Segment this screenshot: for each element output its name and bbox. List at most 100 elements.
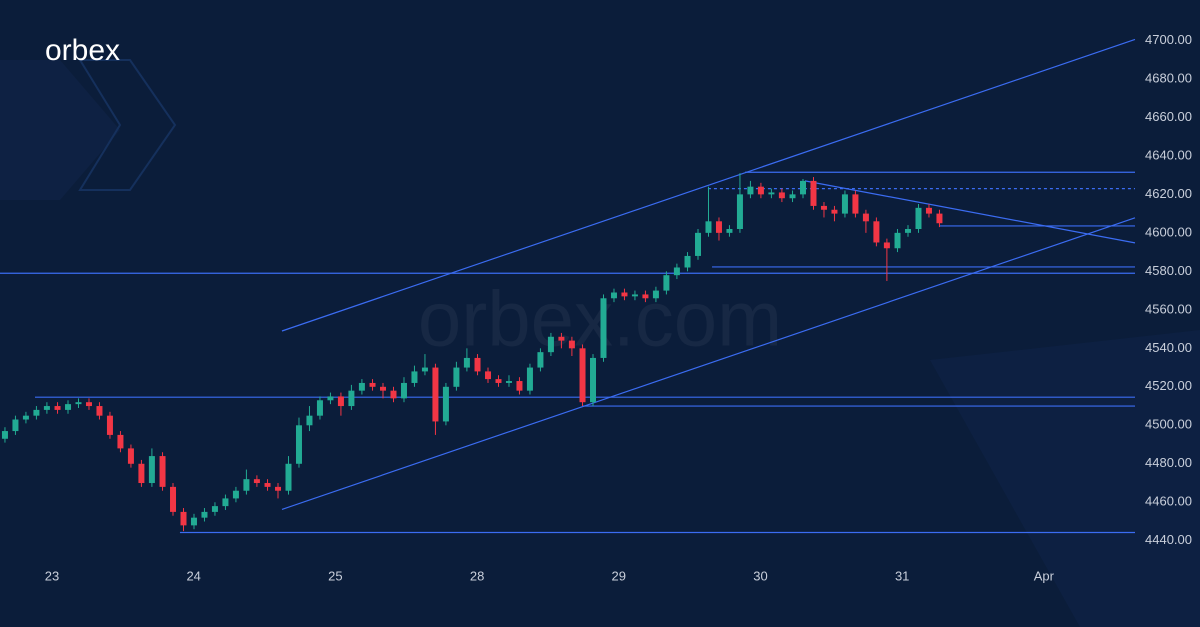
y-tick-label: 4680.00 (1145, 70, 1192, 85)
candle-body (190, 517, 197, 526)
candle-body (264, 483, 271, 487)
candle-body (516, 381, 523, 391)
x-tick-label: 23 (45, 568, 59, 583)
candle-body (841, 194, 848, 214)
candle-body (253, 479, 260, 484)
candle-body (75, 402, 82, 405)
candle-body (54, 406, 61, 410)
candle-body (526, 367, 533, 391)
candle-body (170, 486, 177, 512)
candle-body (138, 463, 145, 484)
candle-body (684, 255, 691, 268)
candle-body (358, 382, 365, 391)
candle-body (800, 180, 807, 195)
candle-body (642, 294, 649, 299)
candle-body (736, 194, 743, 230)
x-tick-label: 28 (470, 568, 484, 583)
y-tick-label: 4700.00 (1145, 32, 1192, 47)
candle-body (33, 409, 40, 416)
candle-body (85, 402, 92, 407)
y-tick-label: 4560.00 (1145, 301, 1192, 316)
candle-body (148, 456, 155, 484)
x-tick-label: 31 (895, 568, 909, 583)
candle-body (547, 336, 554, 353)
trend-line (281, 217, 1136, 510)
y-tick-label: 4600.00 (1145, 224, 1192, 239)
candle-body (600, 298, 607, 358)
x-tick-label: Apr (1034, 568, 1055, 583)
candle-body (705, 221, 712, 233)
candle-body (695, 232, 702, 256)
candle-body (579, 348, 586, 403)
candle-body (831, 209, 838, 214)
candle-body (22, 415, 29, 420)
candle-body (852, 194, 859, 214)
candle-body (463, 357, 470, 368)
y-tick-label: 4460.00 (1145, 494, 1192, 509)
candle-body (327, 396, 334, 401)
x-tick-label: 25 (328, 568, 342, 583)
candle-body (663, 275, 670, 291)
candle-body (400, 382, 407, 399)
candle-body (537, 352, 544, 368)
candle-body (862, 213, 869, 222)
candle-body (495, 379, 502, 383)
candle-body (127, 448, 134, 464)
trend-line (804, 180, 1136, 244)
candle-body (316, 400, 323, 416)
candle-body (232, 490, 239, 499)
y-tick-label: 4640.00 (1145, 147, 1192, 162)
candle-body (936, 213, 943, 224)
candle-body (810, 180, 817, 206)
candle-body (306, 415, 313, 426)
y-tick-label: 4480.00 (1145, 455, 1192, 470)
candle-body (652, 290, 659, 299)
candle-body (768, 192, 775, 195)
candle-body (96, 406, 103, 416)
candle-body (159, 456, 166, 487)
candle-body (883, 242, 890, 249)
candle-body (590, 357, 597, 403)
candle-body (222, 498, 229, 507)
candle-body (380, 386, 387, 391)
candle-body (275, 486, 282, 491)
candle-body (568, 340, 575, 349)
candle-body (820, 205, 827, 210)
candle-body (432, 367, 439, 422)
logo: orbex (45, 34, 120, 67)
candle-body (485, 371, 492, 380)
x-tick-label: 24 (186, 568, 200, 583)
decor-chevron (78, 59, 177, 191)
candle-body (390, 390, 397, 399)
candle-body (474, 357, 481, 372)
candle-body (421, 367, 428, 372)
plot-area: 4440.00 4460.00 4480.00 4500.00 4520.00 4540.… (0, 32, 1192, 583)
candle-body (747, 186, 754, 195)
candle-body (757, 186, 764, 195)
y-tick-label: 4520.00 (1145, 378, 1192, 393)
y-tick-label: 4440.00 (1145, 532, 1192, 547)
y-tick-label: 4620.00 (1145, 186, 1192, 201)
candle-body (348, 390, 355, 407)
x-tick-label: 29 (612, 568, 626, 583)
candle-body (106, 415, 113, 435)
candle-body (505, 381, 512, 383)
candle-body (201, 511, 208, 518)
candle-body (337, 396, 344, 407)
y-tick-label: 4540.00 (1145, 340, 1192, 355)
candle-body (1, 431, 8, 439)
candle-body (894, 232, 901, 249)
x-tick-label: 30 (753, 568, 767, 583)
candle-body (369, 382, 376, 387)
candle-body (117, 434, 124, 449)
y-tick-label: 4500.00 (1145, 417, 1192, 432)
candle-body (610, 292, 617, 299)
candle-body (715, 221, 722, 233)
candle-body (726, 229, 733, 233)
candle-body (778, 192, 785, 199)
candle-body (243, 479, 250, 491)
candle-body (558, 336, 565, 341)
decor-shape (930, 330, 1200, 627)
candle-body (789, 194, 796, 199)
